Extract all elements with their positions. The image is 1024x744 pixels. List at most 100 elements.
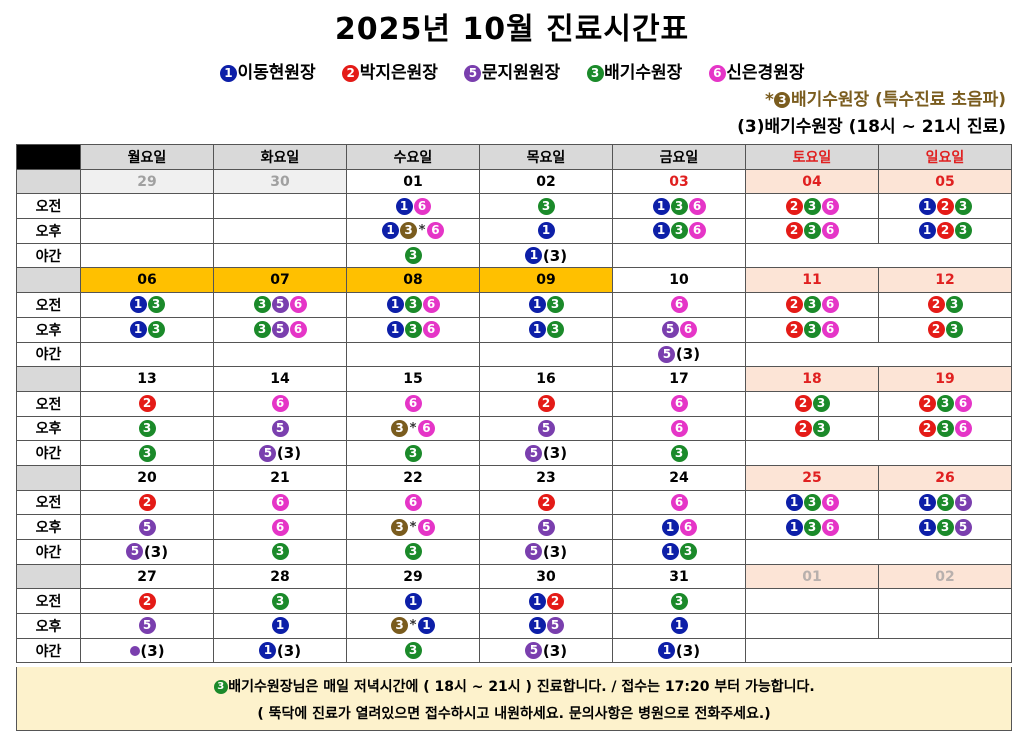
doctor-badge-5: 5 xyxy=(537,419,555,437)
schedule-cell: 5(3) xyxy=(479,539,613,565)
doctor-badge-3: 3 xyxy=(803,197,821,215)
doctor-badge-3-special: 3 xyxy=(391,419,409,437)
doctor-badge-6: 6 xyxy=(670,296,688,314)
day-header: 목요일 xyxy=(479,144,613,170)
doctor-badge-3: 3 xyxy=(147,296,165,314)
special-note: * 3 배기수원장 (특수진료 초음파) xyxy=(765,85,1006,110)
evening-marker: (3) xyxy=(143,542,169,561)
date-cell: 08 xyxy=(346,267,480,294)
weekend-night-empty xyxy=(745,440,1012,466)
schedule-cell: 3 xyxy=(479,193,613,220)
doctor-badge-2: 2 xyxy=(927,321,945,339)
legend-name: 문지원원장 xyxy=(481,63,561,83)
legend-item-5: 5 문지원원장 xyxy=(464,58,560,83)
doctor-badge-1: 1 xyxy=(785,518,803,536)
doctor-badge-2: 2 xyxy=(342,64,360,82)
doctor-badge-6: 6 xyxy=(413,197,431,215)
doctor-badge-5: 5 xyxy=(954,518,972,536)
doctor-badge-2: 2 xyxy=(537,493,555,511)
doctor-badge-1: 1 xyxy=(528,617,546,635)
doctor-badge-6: 6 xyxy=(422,296,440,314)
doctor-badge-1: 1 xyxy=(417,617,435,635)
am-label: 오전 xyxy=(16,193,81,220)
doctor-badge-3: 3 xyxy=(537,197,555,215)
legend-name: 신은경원장 xyxy=(726,63,805,83)
doctor-badge-3: 3 xyxy=(936,493,954,511)
date-cell: 27 xyxy=(80,563,214,590)
doctor-badge-3-special: 3 xyxy=(400,222,418,240)
legend-name: 배기수원장 xyxy=(604,63,683,83)
day-header: 수요일 xyxy=(346,144,480,170)
pm-label: 오후 xyxy=(16,316,81,343)
doctor-badge-6: 6 xyxy=(821,518,839,536)
doctor-badge-3: 3 xyxy=(803,321,821,339)
schedule-cell: 6 xyxy=(213,489,347,516)
schedule-cell: 6 xyxy=(612,489,746,516)
date-cell: 20 xyxy=(80,464,214,491)
date-row: 06 07 08 09 10 11 12 xyxy=(16,267,1012,294)
legend-item-6: 6 신은경원장 xyxy=(708,58,805,83)
day-header-row: 월요일 화요일 수요일 목요일 금요일 토요일 일요일 xyxy=(16,144,1012,170)
schedule-cell: 1 xyxy=(346,588,480,615)
note-asterisk: * xyxy=(765,90,774,110)
schedule-cell: 1 xyxy=(612,613,746,639)
date-cell: 17 xyxy=(612,366,746,392)
schedule-cell xyxy=(213,242,347,269)
doctor-badge-6: 6 xyxy=(670,395,688,413)
schedule-cell: 2 xyxy=(80,390,214,417)
schedule-cell: 2 xyxy=(479,489,613,516)
doctor-badge-1: 1 xyxy=(525,247,543,265)
date-cell: 12 xyxy=(878,267,1012,294)
doctor-badge-3: 3 xyxy=(404,296,422,314)
doctor-badge-3: 3 xyxy=(404,642,422,660)
doctor-badge-5: 5 xyxy=(661,321,679,339)
evening-marker: (3) xyxy=(542,444,568,463)
doctor-badge-3: 3 xyxy=(213,680,228,694)
schedule-cell: 6 xyxy=(346,489,480,516)
doctor-badge-3-special: 3 xyxy=(391,617,409,635)
am-row: 오전 2 6 6 2 6 1 3 6 1 3 5 xyxy=(16,489,1012,516)
schedule-cell: 3 xyxy=(346,637,480,664)
date-cell: 19 xyxy=(878,366,1012,392)
am-label: 오전 xyxy=(16,588,81,615)
weekend-night-empty xyxy=(745,637,1012,664)
night-row: 야간 3 5 (3) 3 5 (3) 3 xyxy=(16,440,1012,466)
doctor-badge-3: 3 xyxy=(404,321,422,339)
night-label: 야간 xyxy=(16,440,81,466)
night-row: 야간 3 1 (3) xyxy=(16,242,1012,269)
doctor-badge-2: 2 xyxy=(785,321,803,339)
doctor-badge-1: 1 xyxy=(661,518,679,536)
doctor-badge-1: 1 xyxy=(219,64,237,82)
date-row: 13 14 15 16 17 18 19 xyxy=(16,366,1012,392)
day-header: 월요일 xyxy=(80,144,214,170)
night-row: 야간 5 (3) xyxy=(16,341,1012,368)
legend-name: 이동현원장 xyxy=(237,63,316,83)
doctor-badge-6: 6 xyxy=(289,296,307,314)
doctor-badge-3: 3 xyxy=(147,321,165,339)
schedule-cell: 5(3) xyxy=(213,440,347,466)
doctor-badge-3: 3 xyxy=(138,419,156,437)
schedule-cell xyxy=(80,193,214,220)
day-header: 금요일 xyxy=(612,144,746,170)
doctor-badge-3: 3 xyxy=(812,395,830,413)
doctor-badge-5: 5 xyxy=(525,543,543,561)
doctor-badge-1: 1 xyxy=(652,222,670,240)
doctor-badge-2: 2 xyxy=(794,395,812,413)
doctor-badge-5: 5 xyxy=(138,518,156,536)
schedule-cell: 6 xyxy=(346,390,480,417)
evening-marker: (3) xyxy=(542,542,568,561)
doctor-badge-3: 3 xyxy=(945,296,963,314)
doctor-badge-1: 1 xyxy=(528,592,546,610)
am-label: 오전 xyxy=(16,390,81,417)
date-cell: 21 xyxy=(213,464,347,491)
pm-row: 오후 5 6 3 * 6 5 1 6 1 3 6 1 3 5 xyxy=(16,514,1012,540)
doctor-badge-2: 2 xyxy=(138,592,156,610)
doctor-badge-6: 6 xyxy=(954,395,972,413)
doctor-badge-1: 1 xyxy=(652,197,670,215)
doctor-badge-6: 6 xyxy=(821,197,839,215)
date-cell: 01 xyxy=(745,563,879,590)
evening-marker: (3) xyxy=(542,246,568,265)
date-cell: 04 xyxy=(745,168,879,195)
